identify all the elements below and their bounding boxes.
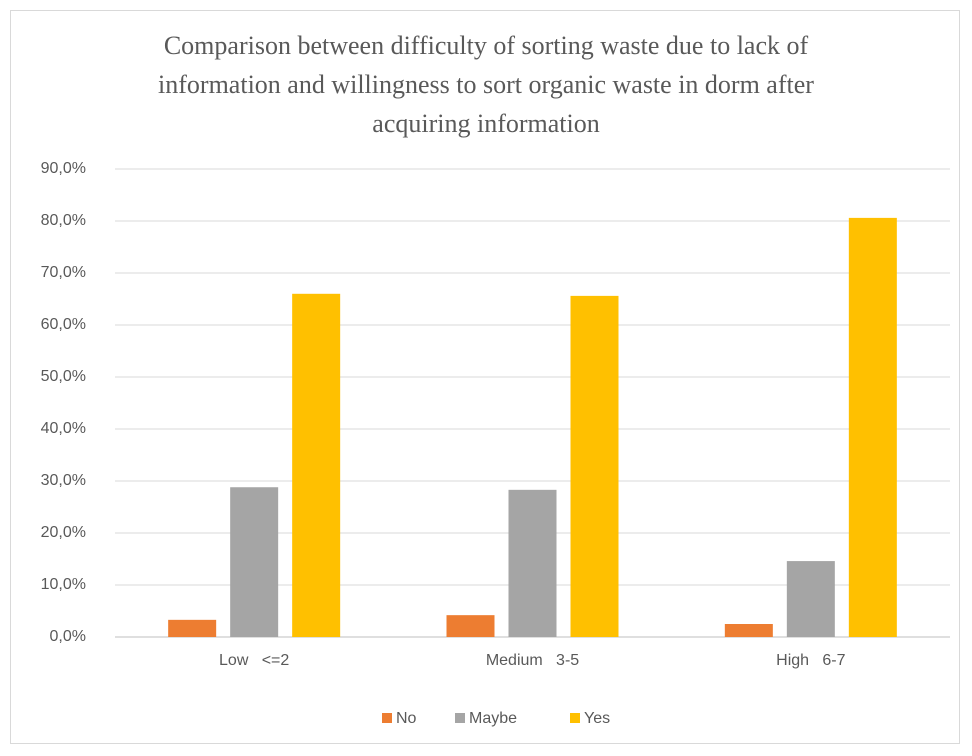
bar bbox=[292, 293, 341, 637]
y-tick-label: 60,0% bbox=[41, 316, 86, 333]
chart-frame bbox=[10, 10, 960, 744]
bar bbox=[786, 561, 835, 637]
legend-swatch bbox=[382, 713, 392, 723]
legend-swatch bbox=[570, 713, 580, 723]
y-tick-label: 80,0% bbox=[41, 212, 86, 229]
y-tick-label: 30,0% bbox=[41, 472, 86, 489]
x-tick-label: High 6-7 bbox=[776, 652, 845, 669]
y-tick-label: 40,0% bbox=[41, 420, 86, 437]
y-tick-label: 20,0% bbox=[41, 524, 86, 541]
y-tick-label: 70,0% bbox=[41, 264, 86, 281]
y-tick-label: 10,0% bbox=[41, 576, 86, 593]
chart-title: Comparison between difficulty of sorting… bbox=[158, 31, 814, 138]
x-tick-label: Medium 3-5 bbox=[486, 652, 579, 669]
legend-swatch bbox=[455, 713, 465, 723]
bar bbox=[508, 489, 557, 637]
bar bbox=[230, 487, 279, 637]
bar bbox=[570, 295, 619, 637]
x-tick-label: Low <=2 bbox=[219, 652, 289, 669]
y-tick-label: 0,0% bbox=[50, 628, 86, 645]
legend-label: Yes bbox=[584, 710, 610, 727]
bar bbox=[168, 619, 217, 637]
legend-label: Maybe bbox=[469, 710, 517, 727]
y-tick-label: 50,0% bbox=[41, 368, 86, 385]
bar bbox=[446, 615, 495, 637]
y-tick-label: 90,0% bbox=[41, 160, 86, 177]
bar bbox=[724, 624, 773, 637]
bar bbox=[848, 217, 897, 637]
legend-label: No bbox=[396, 710, 417, 727]
